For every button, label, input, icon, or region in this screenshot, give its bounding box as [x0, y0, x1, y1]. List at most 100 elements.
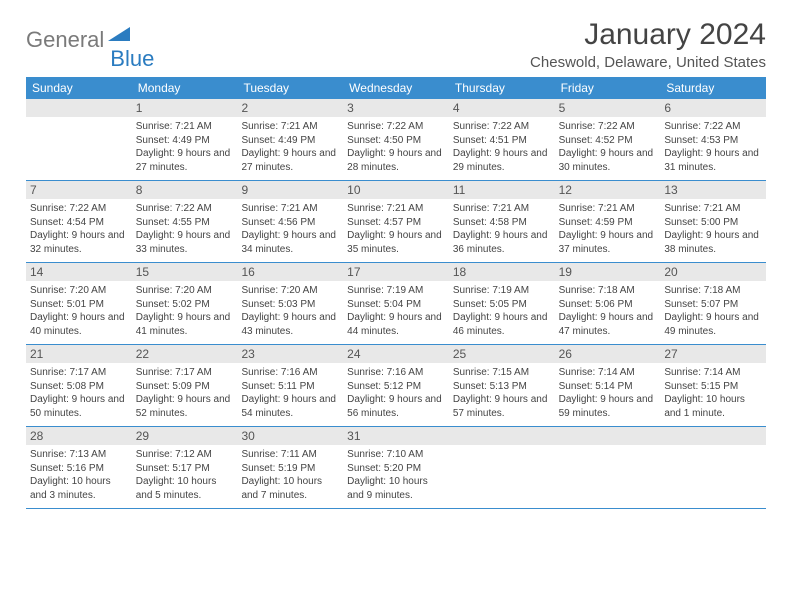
day-cell: 5 Sunrise: 7:22 AMSunset: 4:52 PMDaylight… [555, 99, 661, 180]
header: General Blue January 2024 Cheswold, Dela… [26, 18, 766, 71]
logo: General Blue [26, 18, 154, 62]
weekday-cell: Sunday [26, 77, 132, 99]
day-info: Sunrise: 7:19 AMSunset: 5:05 PMDaylight:… [453, 284, 551, 338]
week-row: 28 Sunrise: 7:13 AMSunset: 5:16 PMDayligh… [26, 427, 766, 509]
day-cell: 20Sunrise: 7:18 AMSunset: 5:07 PMDayligh… [660, 263, 766, 344]
day-info: Sunrise: 7:14 AMSunset: 5:15 PMDaylight:… [664, 366, 762, 420]
day-cell: 7 Sunrise: 7:22 AMSunset: 4:54 PMDaylight… [26, 181, 132, 262]
day-cell: 26 Sunrise: 7:14 AMSunset: 5:14 PMDayligh… [555, 345, 661, 426]
day-info: Sunrise: 7:20 AMSunset: 5:02 PMDaylight:… [136, 284, 234, 338]
day-cell: 29 Sunrise: 7:12 AMSunset: 5:17 PMDayligh… [132, 427, 238, 508]
day-number: 21 [26, 345, 132, 363]
day-info: Sunrise: 7:20 AMSunset: 5:01 PMDaylight:… [30, 284, 128, 338]
day-cell: 8 Sunrise: 7:22 AMSunset: 4:55 PMDaylight… [132, 181, 238, 262]
day-number: 8 [132, 181, 238, 199]
weekday-cell: Monday [132, 77, 238, 99]
day-info: Sunrise: 7:15 AMSunset: 5:13 PMDaylight:… [453, 366, 551, 420]
weeks-container: 1 Sunrise: 7:21 AMSunset: 4:49 PMDaylight… [26, 99, 766, 509]
day-number: 10 [343, 181, 449, 199]
day-cell: 15 Sunrise: 7:20 AMSunset: 5:02 PMDayligh… [132, 263, 238, 344]
day-cell: 12Sunrise: 7:21 AMSunset: 4:59 PMDayligh… [555, 181, 661, 262]
day-number: 5 [555, 99, 661, 117]
day-info: Sunrise: 7:19 AMSunset: 5:04 PMDaylight:… [347, 284, 445, 338]
day-cell: 10Sunrise: 7:21 AMSunset: 4:57 PMDayligh… [343, 181, 449, 262]
day-info: Sunrise: 7:22 AMSunset: 4:55 PMDaylight:… [136, 202, 234, 256]
day-number: 9 [237, 181, 343, 199]
day-info: Sunrise: 7:16 AMSunset: 5:12 PMDaylight:… [347, 366, 445, 420]
day-cell: 22Sunrise: 7:17 AMSunset: 5:09 PMDayligh… [132, 345, 238, 426]
location: Cheswold, Delaware, United States [530, 54, 766, 71]
day-info: Sunrise: 7:14 AMSunset: 5:14 PMDaylight:… [559, 366, 657, 420]
day-number: 16 [237, 263, 343, 281]
day-cell: 13 Sunrise: 7:21 AMSunset: 5:00 PMDayligh… [660, 181, 766, 262]
week-row: 7 Sunrise: 7:22 AMSunset: 4:54 PMDaylight… [26, 181, 766, 263]
day-number: 31 [343, 427, 449, 445]
day-number: 26 [555, 345, 661, 363]
day-info: Sunrise: 7:11 AMSunset: 5:19 PMDaylight:… [241, 448, 339, 502]
day-cell [449, 427, 555, 508]
day-number: 6 [660, 99, 766, 117]
day-number: 11 [449, 181, 555, 199]
day-cell [660, 427, 766, 508]
day-info: Sunrise: 7:21 AMSunset: 4:49 PMDaylight:… [136, 120, 234, 174]
empty-day-header [449, 427, 555, 445]
day-info: Sunrise: 7:12 AMSunset: 5:17 PMDaylight:… [136, 448, 234, 502]
day-info: Sunrise: 7:17 AMSunset: 5:09 PMDaylight:… [136, 366, 234, 420]
day-number: 30 [237, 427, 343, 445]
weekday-header-row: SundayMondayTuesdayWednesdayThursdayFrid… [26, 77, 766, 99]
calendar: SundayMondayTuesdayWednesdayThursdayFrid… [26, 77, 766, 509]
day-number: 3 [343, 99, 449, 117]
title-block: January 2024 Cheswold, Delaware, United … [530, 18, 766, 71]
day-cell: 30 Sunrise: 7:11 AMSunset: 5:19 PMDayligh… [237, 427, 343, 508]
day-number: 13 [660, 181, 766, 199]
day-cell: 27Sunrise: 7:14 AMSunset: 5:15 PMDayligh… [660, 345, 766, 426]
day-cell: 14 Sunrise: 7:20 AMSunset: 5:01 PMDayligh… [26, 263, 132, 344]
day-cell: 31 Sunrise: 7:10 AMSunset: 5:20 PMDayligh… [343, 427, 449, 508]
day-cell [555, 427, 661, 508]
week-row: 1 Sunrise: 7:21 AMSunset: 4:49 PMDaylight… [26, 99, 766, 181]
day-number: 18 [449, 263, 555, 281]
day-info: Sunrise: 7:20 AMSunset: 5:03 PMDaylight:… [241, 284, 339, 338]
weekday-cell: Wednesday [343, 77, 449, 99]
day-number: 29 [132, 427, 238, 445]
day-info: Sunrise: 7:21 AMSunset: 5:00 PMDaylight:… [664, 202, 762, 256]
day-info: Sunrise: 7:18 AMSunset: 5:07 PMDaylight:… [664, 284, 762, 338]
day-cell: 11 Sunrise: 7:21 AMSunset: 4:58 PMDayligh… [449, 181, 555, 262]
day-cell: 25Sunrise: 7:15 AMSunset: 5:13 PMDayligh… [449, 345, 555, 426]
day-number: 24 [343, 345, 449, 363]
day-cell: 1 Sunrise: 7:21 AMSunset: 4:49 PMDaylight… [132, 99, 238, 180]
week-row: 14 Sunrise: 7:20 AMSunset: 5:01 PMDayligh… [26, 263, 766, 345]
weekday-cell: Friday [555, 77, 661, 99]
day-info: Sunrise: 7:22 AMSunset: 4:51 PMDaylight:… [453, 120, 551, 174]
day-number: 23 [237, 345, 343, 363]
empty-day-header [660, 427, 766, 445]
logo-text-blue: Blue [110, 46, 154, 72]
day-cell: 23Sunrise: 7:16 AMSunset: 5:11 PMDayligh… [237, 345, 343, 426]
day-number: 7 [26, 181, 132, 199]
day-info: Sunrise: 7:17 AMSunset: 5:08 PMDaylight:… [30, 366, 128, 420]
day-cell: 16 Sunrise: 7:20 AMSunset: 5:03 PMDayligh… [237, 263, 343, 344]
day-cell: 3Sunrise: 7:22 AMSunset: 4:50 PMDaylight… [343, 99, 449, 180]
week-row: 21 Sunrise: 7:17 AMSunset: 5:08 PMDayligh… [26, 345, 766, 427]
day-info: Sunrise: 7:22 AMSunset: 4:52 PMDaylight:… [559, 120, 657, 174]
day-cell: 28 Sunrise: 7:13 AMSunset: 5:16 PMDayligh… [26, 427, 132, 508]
day-cell: 9Sunrise: 7:21 AMSunset: 4:56 PMDaylight… [237, 181, 343, 262]
weekday-cell: Thursday [449, 77, 555, 99]
day-number: 1 [132, 99, 238, 117]
day-cell: 6Sunrise: 7:22 AMSunset: 4:53 PMDaylight… [660, 99, 766, 180]
day-info: Sunrise: 7:13 AMSunset: 5:16 PMDaylight:… [30, 448, 128, 502]
day-number: 28 [26, 427, 132, 445]
day-number: 4 [449, 99, 555, 117]
day-number: 19 [555, 263, 661, 281]
day-info: Sunrise: 7:10 AMSunset: 5:20 PMDaylight:… [347, 448, 445, 502]
day-info: Sunrise: 7:21 AMSunset: 4:58 PMDaylight:… [453, 202, 551, 256]
day-cell: 17Sunrise: 7:19 AMSunset: 5:04 PMDayligh… [343, 263, 449, 344]
day-number: 14 [26, 263, 132, 281]
empty-day-header [26, 99, 132, 117]
day-info: Sunrise: 7:18 AMSunset: 5:06 PMDaylight:… [559, 284, 657, 338]
day-cell: 24 Sunrise: 7:16 AMSunset: 5:12 PMDayligh… [343, 345, 449, 426]
day-info: Sunrise: 7:22 AMSunset: 4:54 PMDaylight:… [30, 202, 128, 256]
day-info: Sunrise: 7:21 AMSunset: 4:59 PMDaylight:… [559, 202, 657, 256]
day-cell: 21 Sunrise: 7:17 AMSunset: 5:08 PMDayligh… [26, 345, 132, 426]
day-number: 15 [132, 263, 238, 281]
